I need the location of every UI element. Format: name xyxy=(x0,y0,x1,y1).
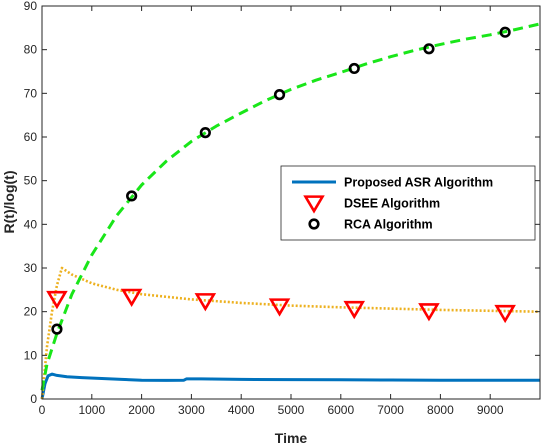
y-tick-label: 70 xyxy=(24,86,38,100)
data-point-1 xyxy=(194,293,217,312)
legend: Proposed ASR Algorithm DSEE Algorithm RCA … xyxy=(280,165,536,241)
series-line-1 xyxy=(40,266,541,400)
x-tick-label: 7000 xyxy=(377,403,404,417)
data-point-1 xyxy=(494,304,516,324)
data-point-2 xyxy=(499,26,511,38)
data-point-2 xyxy=(348,62,360,75)
x-tick-label: 8000 xyxy=(427,403,454,417)
data-point-1 xyxy=(268,298,291,317)
x-tick-label: 4000 xyxy=(228,403,255,417)
marker-layer xyxy=(46,26,516,335)
series-line-2 xyxy=(40,22,541,391)
series-layer xyxy=(40,22,541,400)
x-tick-label: 1000 xyxy=(78,403,105,417)
data-point-2 xyxy=(126,190,138,202)
legend-label-0: Proposed ASR Algorithm xyxy=(344,176,493,190)
y-tick-label: 80 xyxy=(24,43,38,57)
y-tick-label: 30 xyxy=(24,261,38,275)
y-tick-label: 90 xyxy=(24,0,38,13)
x-tick-label: 5000 xyxy=(278,403,305,417)
y-tick-label: 20 xyxy=(24,305,38,319)
x-axis-title: Time xyxy=(275,430,308,446)
legend-box xyxy=(280,165,536,241)
legend-label-2: RCA Algorithm xyxy=(344,218,433,232)
data-point-1 xyxy=(46,290,68,310)
data-point-1 xyxy=(343,300,366,320)
y-tick-label: 10 xyxy=(24,348,38,362)
y-axis-title: R(t)/log(t) xyxy=(1,171,17,234)
data-point-2 xyxy=(51,323,63,335)
x-tick-label: 3000 xyxy=(178,403,205,417)
x-tick-label: 2000 xyxy=(128,403,155,417)
data-point-2 xyxy=(273,89,286,101)
data-point-1 xyxy=(120,288,143,308)
y-tick-label: 60 xyxy=(24,130,38,144)
tick-layer: 0 1000 2000 3000 4000 5000 6000 7000 8000 9000 0 10… xyxy=(24,0,540,417)
legend-swatch-2 xyxy=(308,218,320,230)
data-point-1 xyxy=(418,303,440,322)
x-tick-label: 0 xyxy=(39,403,46,417)
y-tick-label: 50 xyxy=(24,174,38,188)
y-tick-label: 0 xyxy=(30,392,37,406)
x-tick-label: 9000 xyxy=(477,403,504,417)
legend-label-1: DSEE Algorithm xyxy=(344,197,440,211)
legend-swatch-1 xyxy=(303,195,325,214)
data-point-2 xyxy=(423,43,435,55)
x-tick-label: 6000 xyxy=(327,403,354,417)
y-tick-label: 40 xyxy=(24,217,38,231)
data-point-2 xyxy=(199,127,211,139)
legend-entries: Proposed ASR Algorithm DSEE Algorithm RCA … xyxy=(292,176,493,232)
series-line-0 xyxy=(40,372,540,400)
